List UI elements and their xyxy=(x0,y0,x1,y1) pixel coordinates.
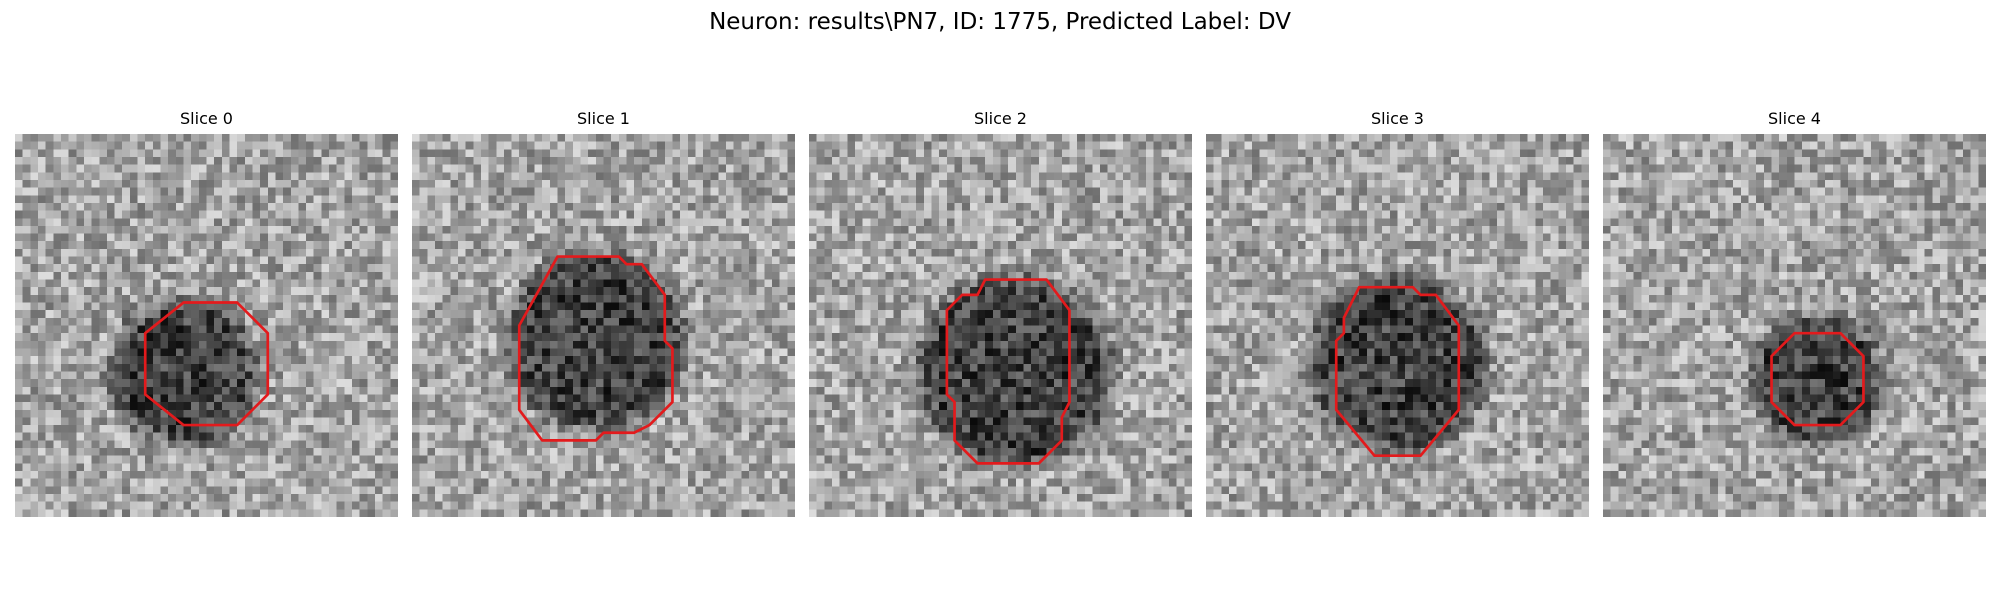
cell-contour xyxy=(1770,331,1865,427)
cell-contour xyxy=(945,278,1071,465)
slice-title: Slice 1 xyxy=(577,109,630,128)
slice-image xyxy=(809,134,1192,517)
figure-title: Neuron: results\PN7, ID: 1775, Predicted… xyxy=(709,9,1291,35)
slice-panel-3: Slice 3 xyxy=(1206,108,1589,517)
slice-title: Slice 4 xyxy=(1768,109,1821,128)
slice-panel-1: Slice 1 xyxy=(412,108,795,517)
slice-panel-2: Slice 2 xyxy=(809,108,1192,517)
slice-title: Slice 3 xyxy=(1371,109,1424,128)
slice-image xyxy=(1206,134,1589,517)
slice-panel-0: Slice 0 xyxy=(15,108,398,517)
slice-title: Slice 0 xyxy=(180,109,233,128)
slice-panel-4: Slice 4 xyxy=(1603,108,1986,517)
cell-contour xyxy=(517,255,674,442)
cell-contour xyxy=(1334,285,1461,458)
slice-title: Slice 2 xyxy=(974,109,1027,128)
slice-image xyxy=(412,134,795,517)
slice-image xyxy=(15,134,398,517)
slice-image xyxy=(1603,134,1986,517)
cell-contour xyxy=(143,301,270,427)
